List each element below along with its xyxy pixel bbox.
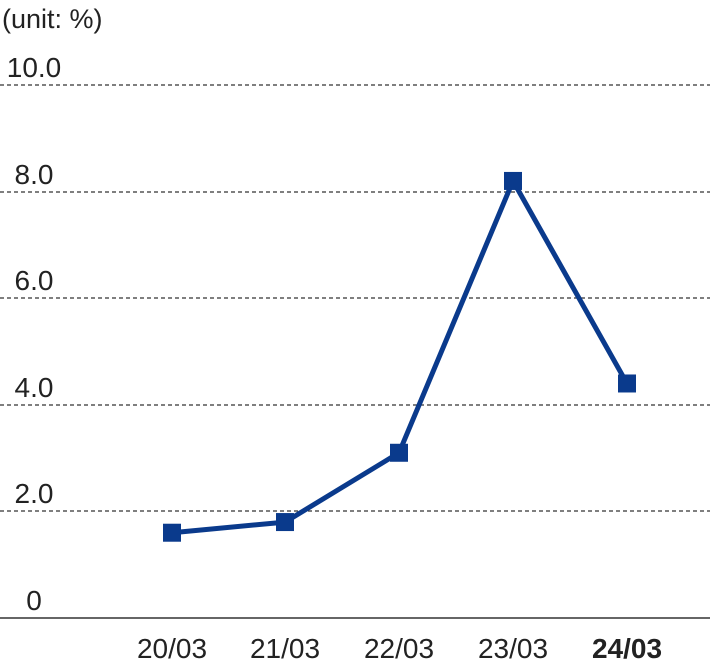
gridlines — [0, 84, 710, 512]
x-tick-label: 22/03 — [364, 633, 434, 660]
y-tick-label: 10.0 — [7, 52, 62, 83]
data-point-marker — [276, 513, 294, 532]
y-tick-label: 4.0 — [15, 372, 54, 403]
x-tick-label: 23/03 — [478, 633, 548, 660]
y-tick-labels: 0 2.0 4.0 6.0 8.0 10.0 — [7, 52, 62, 616]
y-tick-label: 8.0 — [15, 159, 54, 190]
data-point-marker — [390, 443, 408, 462]
data-point-marker — [504, 171, 522, 190]
x-tick-label: 21/03 — [250, 633, 320, 660]
series-line-group — [163, 171, 636, 542]
data-point-marker — [163, 523, 181, 542]
y-tick-label: 6.0 — [15, 265, 54, 296]
series-line — [171, 178, 630, 536]
y-tick-label: 0 — [26, 585, 42, 616]
x-tick-label: 24/03 — [592, 633, 662, 660]
x-tick-labels: 20/03 21/03 22/03 23/03 24/03 — [137, 633, 662, 660]
data-point-marker — [618, 374, 636, 393]
y-tick-label: 2.0 — [15, 478, 54, 509]
x-tick-label: 20/03 — [137, 633, 207, 660]
unit-label: (unit: %) — [2, 4, 103, 34]
